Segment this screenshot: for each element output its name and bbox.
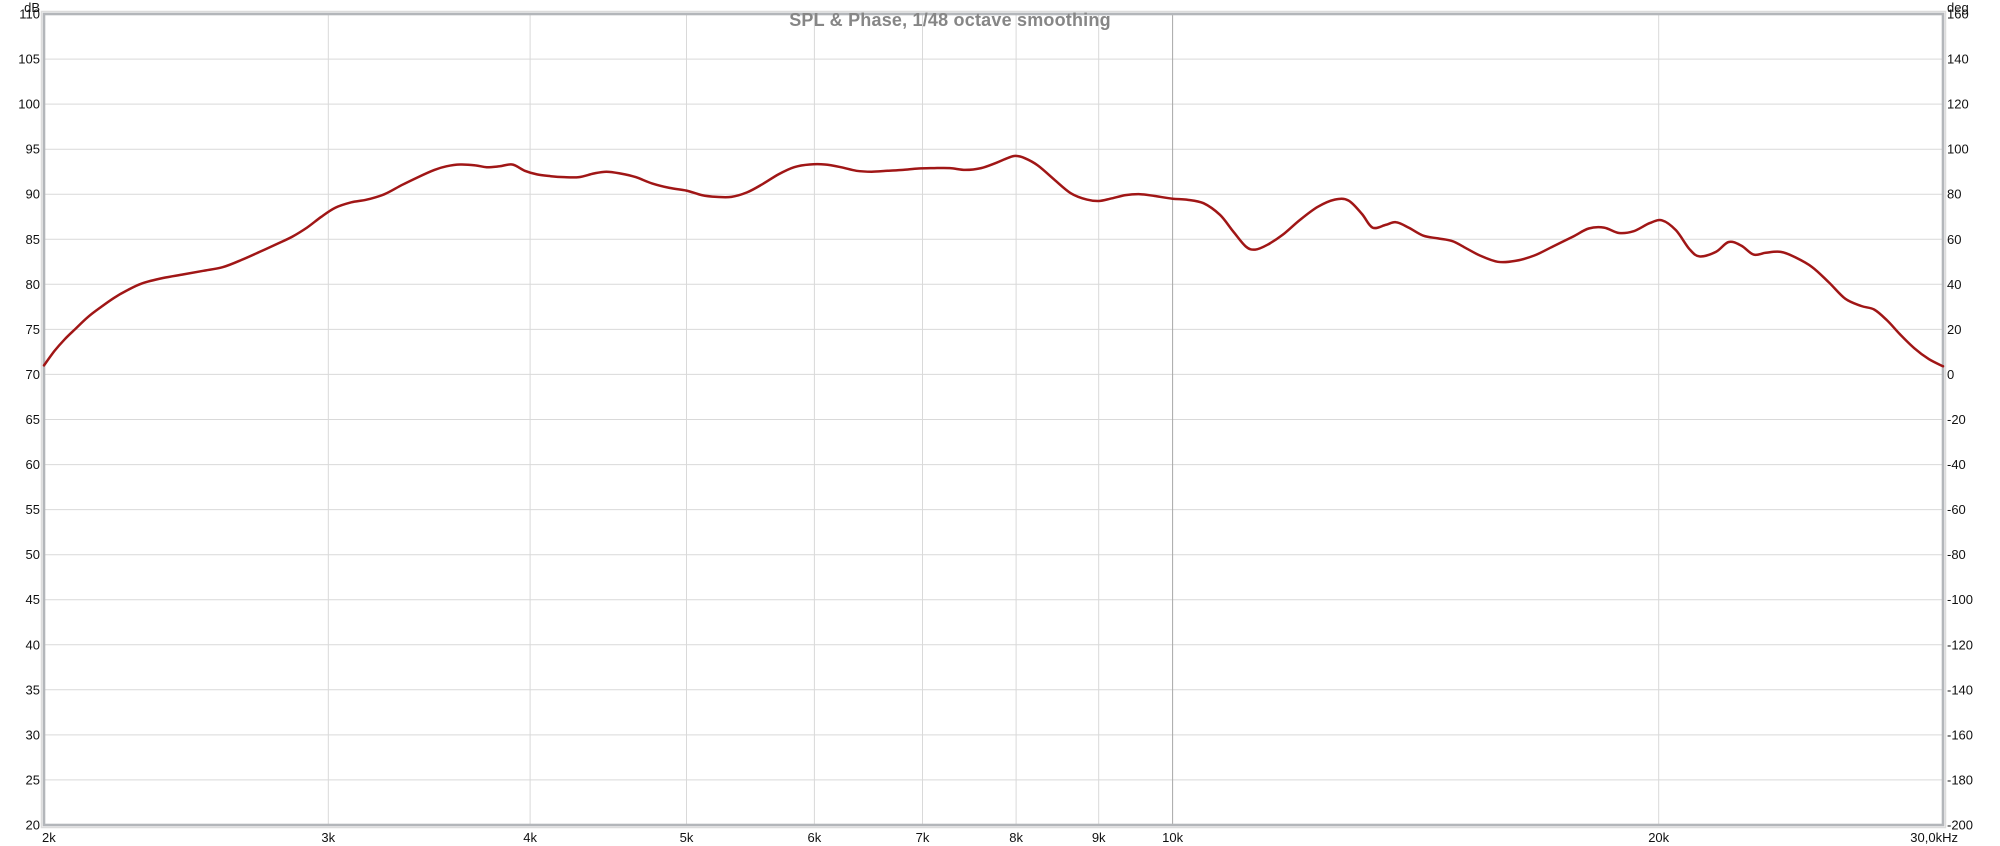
left-axis-tick-label: 85 bbox=[26, 232, 40, 247]
left-axis-tick-label: 105 bbox=[18, 52, 40, 67]
x-axis-tick-label: 20k bbox=[1648, 830, 1669, 845]
left-axis-tick-label: 25 bbox=[26, 772, 40, 787]
x-axis-tick-label: 4k bbox=[523, 830, 537, 845]
left-axis-tick-label: 30 bbox=[26, 727, 40, 742]
right-axis-tick-label: -120 bbox=[1947, 637, 1973, 652]
right-axis-tick-label: -160 bbox=[1947, 727, 1973, 742]
left-axis-tick-label: 75 bbox=[26, 322, 40, 337]
left-axis-tick-label: 90 bbox=[26, 187, 40, 202]
x-axis-tick-label: 6k bbox=[808, 830, 822, 845]
right-axis-tick-label: -60 bbox=[1947, 502, 1966, 517]
x-axis-tick-label: 7k bbox=[916, 830, 930, 845]
x-axis-tick-label: 8k bbox=[1009, 830, 1023, 845]
right-axis-tick-label: -20 bbox=[1947, 412, 1966, 427]
spl-trace bbox=[42, 154, 1945, 368]
x-axis-tick-label: 30,0kHz bbox=[1910, 830, 1958, 845]
left-axis-tick-label: 35 bbox=[26, 682, 40, 697]
plot-border-outer bbox=[40, 10, 1947, 829]
left-axis-tick-label: 20 bbox=[26, 818, 40, 833]
right-axis-tick-label: 140 bbox=[1947, 52, 1969, 67]
right-axis-tick-label: -80 bbox=[1947, 547, 1966, 562]
right-axis-tick-label: -100 bbox=[1947, 592, 1973, 607]
x-axis-tick-label: 2k bbox=[42, 830, 56, 845]
right-axis-tick-label: -180 bbox=[1947, 772, 1973, 787]
left-axis-tick-label: 100 bbox=[18, 97, 40, 112]
left-axis-tick-label: 65 bbox=[26, 412, 40, 427]
right-axis-tick-label: 120 bbox=[1947, 97, 1969, 112]
x-axis-tick-label: 10k bbox=[1162, 830, 1183, 845]
left-axis-tick-label: 45 bbox=[26, 592, 40, 607]
left-axis-unit-label: dB bbox=[24, 0, 40, 15]
plot-border bbox=[42, 12, 1945, 827]
left-axis-tick-label: 60 bbox=[26, 457, 40, 472]
right-axis-tick-label: 100 bbox=[1947, 142, 1969, 157]
right-axis-tick-label: 40 bbox=[1947, 277, 1961, 292]
right-axis-tick-label: -140 bbox=[1947, 682, 1973, 697]
left-axis-tick-label: 50 bbox=[26, 547, 40, 562]
left-axis-tick-label: 70 bbox=[26, 367, 40, 382]
right-axis-tick-label: 20 bbox=[1947, 322, 1961, 337]
right-axis-tick-label: -40 bbox=[1947, 457, 1966, 472]
x-axis-tick-label: 9k bbox=[1092, 830, 1106, 845]
right-axis-tick-label: -200 bbox=[1947, 818, 1973, 833]
x-axis-tick-label: 3k bbox=[321, 830, 335, 845]
right-axis-tick-label: 80 bbox=[1947, 187, 1961, 202]
right-axis-tick-label: 60 bbox=[1947, 232, 1961, 247]
left-axis-tick-label: 55 bbox=[26, 502, 40, 517]
left-axis-tick-label: 80 bbox=[26, 277, 40, 292]
left-axis-tick-label: 110 bbox=[19, 7, 40, 22]
right-axis-tick-label: 160 bbox=[1947, 7, 1969, 22]
x-axis-tick-label: 5k bbox=[680, 830, 694, 845]
right-axis-tick-label: 0 bbox=[1947, 367, 1954, 382]
left-axis-tick-label: 95 bbox=[26, 142, 40, 157]
left-axis-tick-label: 40 bbox=[26, 637, 40, 652]
right-axis-unit-label: deg bbox=[1947, 0, 1969, 15]
chart-title: SPL & Phase, 1/48 octave smoothing bbox=[789, 10, 1111, 30]
